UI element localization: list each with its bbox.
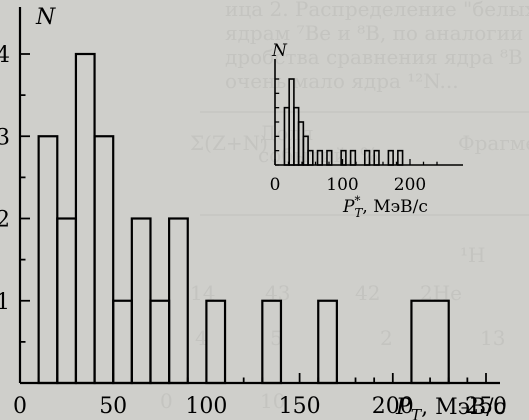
bleed-line-2: ядрам ⁷Be и ⁸B, по аналогии возможно соп… (225, 21, 529, 45)
bleed-line-3: дробства сравнения ядра ⁸B на зарядовой (225, 45, 529, 69)
inset-histogram-bar (373, 149, 380, 166)
main-x-tick-label: 50 (99, 394, 127, 419)
bleed-cell-13: 13 (480, 326, 505, 350)
inset-histogram-bar (387, 149, 394, 166)
main-x-tick-label: 200 (372, 394, 414, 419)
main-histogram-bar (56, 217, 78, 385)
main-histogram-bar (410, 299, 450, 385)
inset-histogram-bar (397, 149, 404, 166)
inset-x-tick-label: 0 (270, 175, 281, 195)
bleed-cell-7: 42 (355, 281, 380, 305)
main-histogram-bar (37, 135, 59, 385)
main-histogram-bar (130, 217, 152, 385)
main-histogram-bar (317, 299, 338, 385)
main-y-tick-label: 1 (0, 290, 10, 315)
main-x-tick-label: 100 (185, 394, 227, 419)
inset-histogram: 0 100 200 N P* T, МэВ/c (270, 41, 463, 220)
bleed-cell-11: 2 (380, 326, 393, 350)
inset-histogram-bar (326, 149, 333, 166)
main-histogram-bar (112, 299, 133, 385)
main-x-tick-label: 250 (465, 394, 507, 419)
bleed-cell-12: 4 (195, 326, 208, 350)
inset-histogram-bar (349, 149, 357, 166)
inset-x-tick-label: 200 (394, 175, 426, 195)
main-y-tick-label: 3 (0, 125, 10, 150)
main-histogram-bar (93, 135, 115, 385)
bleed-cell-15: 0 (160, 389, 173, 413)
main-x-axis-label: PT, МэВ/c (395, 395, 506, 420)
main-histogram-bar (74, 52, 96, 385)
bleed-line-1: ица 2. Распределение "белых звезд". Срав… (225, 0, 529, 21)
inset-histogram-bar (307, 149, 314, 166)
main-histogram-bar (168, 217, 189, 385)
main-histogram-bar (261, 299, 283, 385)
main-histogram-bar (205, 299, 227, 385)
inset-x-axis-label: P* T, МэВ/c (342, 193, 428, 220)
inset-histogram-bar (363, 149, 371, 166)
bleed-cell-2: Σ(Z+N) (190, 131, 268, 155)
main-y-tick-label: 4 (0, 43, 10, 68)
main-histogram-bar (149, 299, 171, 385)
bleed-cell-5: ¹H (460, 243, 485, 267)
bleed-cell-1: Фрагментная (458, 131, 529, 155)
main-y-tick-label: 2 (0, 208, 10, 233)
inset-y-axis-label: N (271, 41, 288, 61)
bleed-cell-14: 10 (260, 389, 285, 413)
bleed-table-cells: Фрагментная Σ(Z+N) Доля событий, % ¹H 2H… (160, 121, 529, 413)
inset-histogram-bar (340, 149, 347, 166)
bleed-cell-4: событий, % (258, 143, 379, 167)
inset-histogram-bar (316, 149, 324, 166)
bleed-cell-10: 5 (270, 326, 283, 350)
bleed-cell-3: Доля (260, 121, 314, 145)
inset-x-tick-label: 100 (326, 175, 358, 195)
main-x-tick-label: 0 (13, 394, 27, 419)
bleed-line-4: очень мало ядра ¹²N... (225, 69, 459, 93)
main-x-tick-label: 150 (279, 394, 321, 419)
main-y-axis-label: N (35, 5, 56, 30)
